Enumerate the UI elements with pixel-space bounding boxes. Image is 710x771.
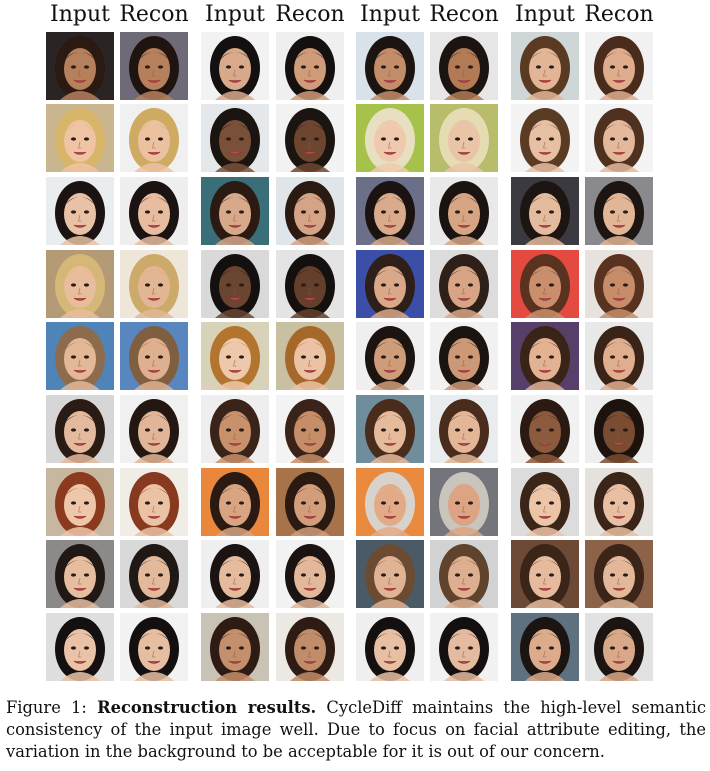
input-face-image	[46, 613, 114, 681]
recon-face-image	[430, 32, 498, 100]
recon-face-image	[276, 468, 344, 536]
input-face-image	[356, 322, 424, 390]
input-face-image	[356, 468, 424, 536]
input-face-image	[46, 250, 114, 318]
recon-face-image	[585, 250, 653, 318]
recon-face-image	[120, 322, 188, 390]
input-face-image	[46, 322, 114, 390]
recon-face-image	[276, 32, 344, 100]
recon-face-image	[585, 613, 653, 681]
input-face-image	[511, 104, 579, 172]
recon-face-image	[120, 250, 188, 318]
input-face-image	[511, 468, 579, 536]
input-face-image	[356, 250, 424, 318]
recon-face-image	[276, 250, 344, 318]
input-face-image	[46, 177, 114, 245]
recon-face-image	[585, 32, 653, 100]
input-face-image	[356, 613, 424, 681]
recon-face-image	[430, 177, 498, 245]
input-face-image	[511, 613, 579, 681]
recon-face-image	[585, 468, 653, 536]
input-face-image	[201, 395, 269, 463]
input-face-image	[356, 32, 424, 100]
recon-face-image	[120, 32, 188, 100]
input-face-image	[511, 32, 579, 100]
reconstruction-grid	[0, 32, 710, 684]
input-face-image	[511, 395, 579, 463]
input-face-image	[201, 613, 269, 681]
input-face-image	[201, 32, 269, 100]
column-header-input: Input	[50, 2, 110, 27]
input-face-image	[201, 322, 269, 390]
input-face-image	[46, 104, 114, 172]
caption-body: CycleDiff maintains the high-level seman…	[6, 698, 706, 761]
column-header-recon: Recon	[429, 2, 499, 27]
recon-face-image	[276, 177, 344, 245]
input-face-image	[511, 322, 579, 390]
recon-face-image	[430, 468, 498, 536]
recon-face-image	[120, 540, 188, 608]
column-header-recon: Recon	[275, 2, 345, 27]
input-face-image	[356, 177, 424, 245]
recon-face-image	[430, 104, 498, 172]
recon-face-image	[585, 322, 653, 390]
column-header-row: Input Recon Input Recon Input Recon Input Recon	[0, 0, 710, 30]
column-header-input: Input	[360, 2, 420, 27]
recon-face-image	[120, 104, 188, 172]
column-header-input: Input	[205, 2, 265, 27]
input-face-image	[201, 104, 269, 172]
input-face-image	[511, 177, 579, 245]
recon-face-image	[430, 395, 498, 463]
input-face-image	[201, 250, 269, 318]
figure-caption: Figure 1: Reconstruction results. CycleD…	[6, 697, 706, 763]
input-face-image	[201, 468, 269, 536]
recon-face-image	[120, 395, 188, 463]
column-header-recon: Recon	[584, 2, 654, 27]
recon-face-image	[430, 250, 498, 318]
input-face-image	[201, 177, 269, 245]
recon-face-image	[430, 540, 498, 608]
recon-face-image	[585, 540, 653, 608]
recon-face-image	[430, 613, 498, 681]
recon-face-image	[276, 322, 344, 390]
input-face-image	[356, 540, 424, 608]
input-face-image	[46, 540, 114, 608]
recon-face-image	[585, 177, 653, 245]
recon-face-image	[276, 540, 344, 608]
input-face-image	[511, 540, 579, 608]
recon-face-image	[276, 613, 344, 681]
input-face-image	[356, 104, 424, 172]
recon-face-image	[585, 104, 653, 172]
input-face-image	[356, 395, 424, 463]
input-face-image	[511, 250, 579, 318]
input-face-image	[46, 468, 114, 536]
column-header-input: Input	[515, 2, 575, 27]
recon-face-image	[276, 395, 344, 463]
recon-face-image	[120, 468, 188, 536]
column-header-recon: Recon	[119, 2, 189, 27]
caption-title: Reconstruction results.	[97, 698, 317, 717]
recon-face-image	[276, 104, 344, 172]
caption-prefix: Figure 1:	[6, 698, 98, 717]
input-face-image	[46, 32, 114, 100]
recon-face-image	[585, 395, 653, 463]
recon-face-image	[120, 613, 188, 681]
recon-face-image	[430, 322, 498, 390]
input-face-image	[46, 395, 114, 463]
recon-face-image	[120, 177, 188, 245]
input-face-image	[201, 540, 269, 608]
